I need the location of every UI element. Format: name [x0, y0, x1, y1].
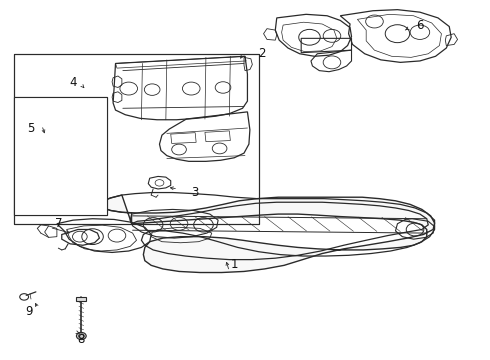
Text: 2: 2	[258, 47, 266, 60]
Polygon shape	[76, 297, 86, 301]
Bar	[14, 54, 259, 224]
Text: 6: 6	[416, 19, 424, 32]
Text: 9: 9	[25, 306, 33, 319]
Text: 4: 4	[69, 76, 77, 89]
Text: 1: 1	[230, 258, 238, 271]
Circle shape	[76, 332, 86, 339]
Polygon shape	[101, 195, 435, 273]
Bar	[14, 97, 107, 215]
Text: 8: 8	[77, 333, 85, 346]
Text: 5: 5	[27, 122, 35, 135]
Text: 3: 3	[192, 186, 199, 199]
Text: 7: 7	[54, 217, 62, 230]
